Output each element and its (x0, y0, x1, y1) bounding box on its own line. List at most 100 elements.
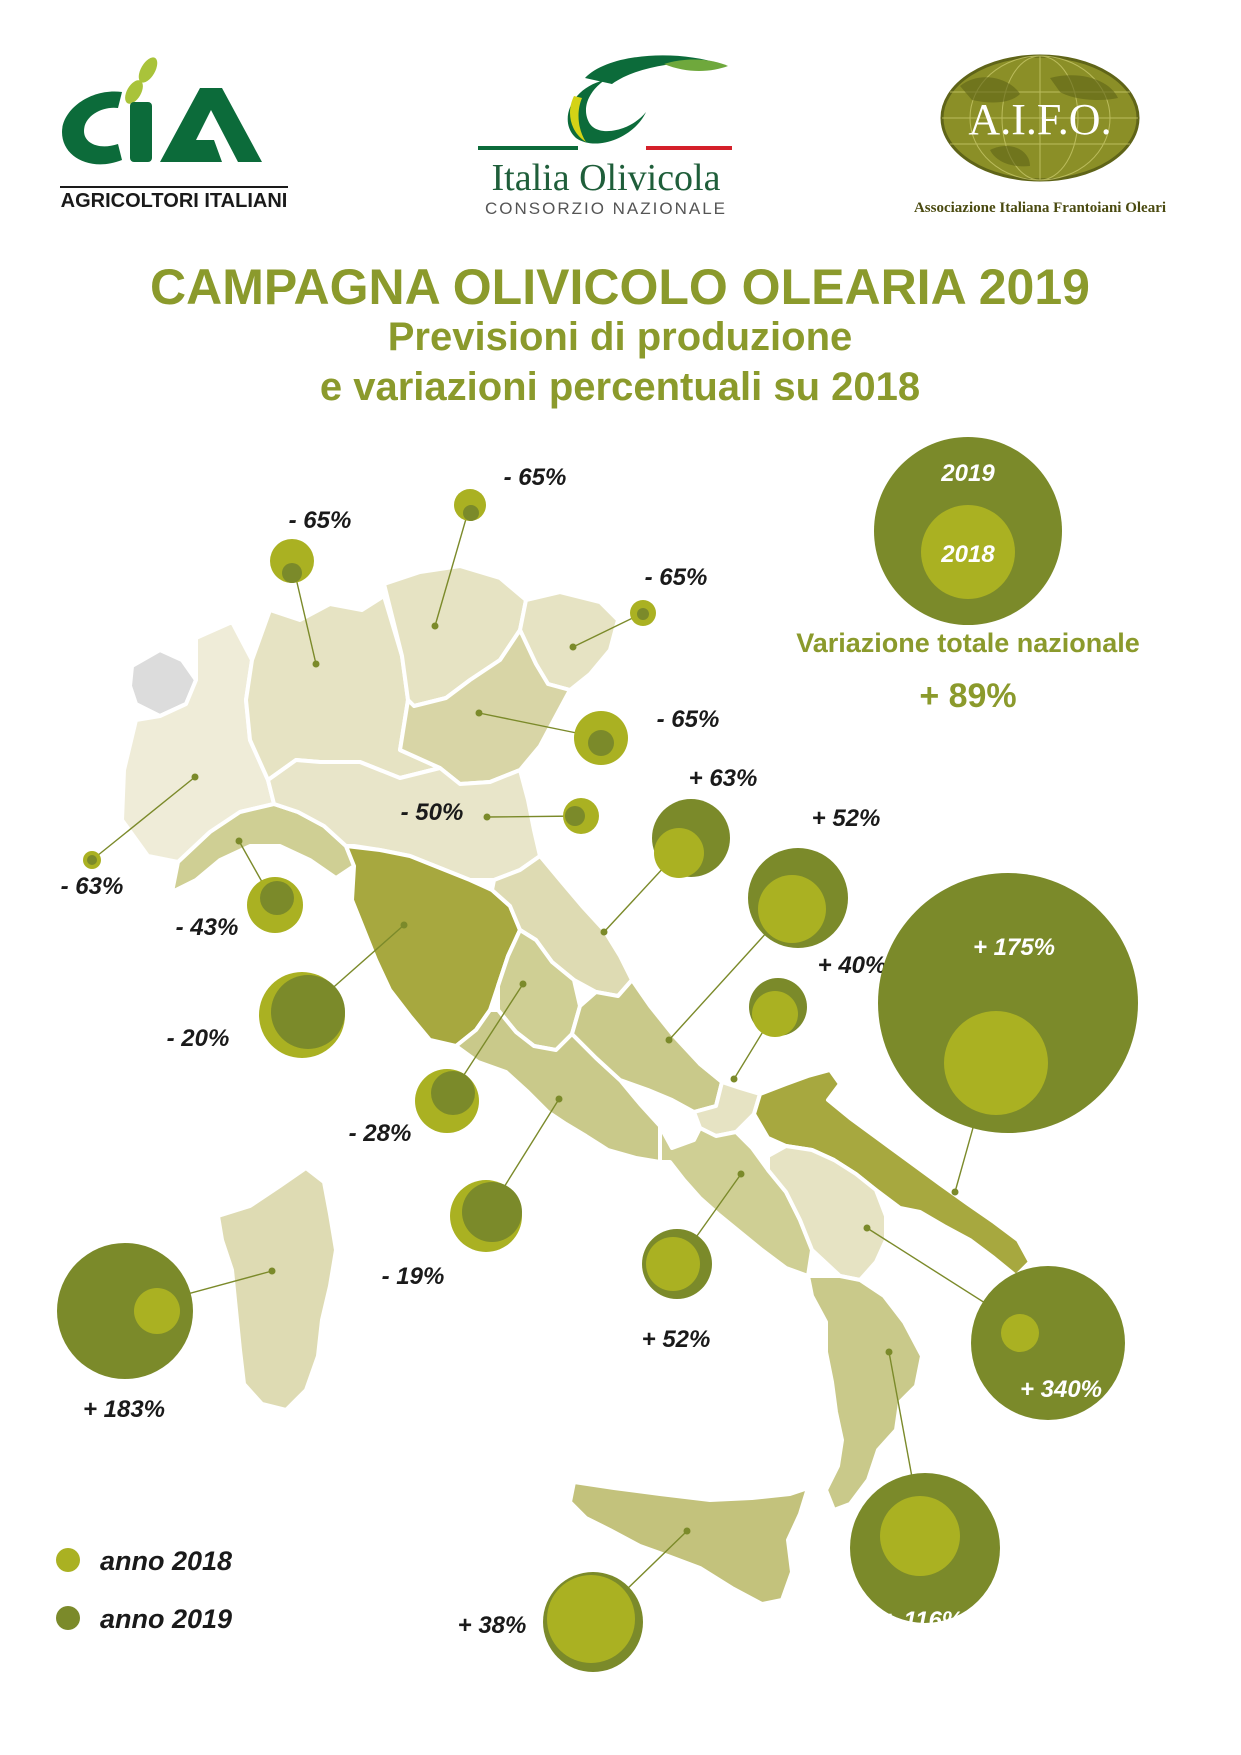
region-anchor-dot-emilia-romagna (483, 813, 491, 821)
pct-label-trentino-alto-adige: - 65% (504, 464, 567, 491)
bubble-2018-abruzzo (758, 875, 826, 943)
bubble-lazio (450, 1180, 522, 1252)
page-title: CAMPAGNA OLIVICOLO OLEARIA 2019 (150, 259, 1090, 315)
bubble-2018-puglia (944, 1011, 1048, 1115)
region-anchor-dot-sicilia (683, 1527, 691, 1535)
pct-label-sicilia: + 38% (458, 1612, 527, 1639)
bubble-2018-sardegna (134, 1288, 180, 1334)
bubble-2018-calabria (880, 1496, 960, 1576)
region-anchor-dot-basilicata (863, 1224, 871, 1232)
region-anchor-dot-veneto (475, 709, 483, 717)
bubble-2019-piemonte (87, 855, 97, 865)
bubble-2018-sicilia (547, 1575, 635, 1663)
bubble-2018-marche (654, 828, 704, 878)
bubble-2019-friuli-venezia-giulia (637, 608, 649, 620)
italia-olivicola-name: Italia Olivicola (492, 157, 721, 199)
key-label-2019: 2019 (940, 460, 995, 487)
pct-label-liguria: - 43% (176, 914, 239, 941)
region-anchor-dot-piemonte (191, 773, 199, 781)
region-anchor-dot-calabria (885, 1348, 893, 1356)
pct-label-lombardia: - 65% (289, 507, 352, 534)
bubble-veneto (574, 711, 628, 765)
bubble-2019-umbria (431, 1071, 475, 1115)
bubble-2018-molise (752, 991, 798, 1037)
pct-label-emilia-romagna: - 50% (401, 799, 464, 826)
pct-label-calabria: + 116% (883, 1607, 963, 1634)
bubble-2019-veneto (588, 730, 614, 756)
bubble-toscana (259, 972, 345, 1058)
region-sardegna (216, 1166, 338, 1412)
pct-label-basilicata: + 340% (1020, 1376, 1102, 1403)
page-subtitle-line1: Previsioni di produzione (388, 315, 853, 359)
page-subtitle-line2: e variazioni percentuali su 2018 (320, 365, 920, 409)
bubble-2018-campania (646, 1237, 700, 1291)
region-bubbles: - 65% - 65% - 65% - 65% - 50% - 63% - 43% - 20%… (57, 464, 1138, 1672)
bubble-calabria (850, 1473, 1000, 1623)
bubble-basilicata (971, 1266, 1125, 1420)
bubble-liguria (247, 877, 303, 933)
legend-swatch-2019 (56, 1606, 80, 1630)
bubble-2019-toscana (271, 975, 345, 1049)
region-sicilia (568, 1480, 810, 1606)
pct-label-toscana: - 20% (167, 1025, 230, 1052)
legend-label-2019: anno 2019 (100, 1604, 232, 1634)
legend-swatch-2018 (56, 1548, 80, 1572)
region-anchor-dot-umbria (519, 980, 527, 988)
cia-logo-mark (62, 57, 262, 165)
bubble-2019-lazio (462, 1182, 522, 1242)
region-liguria (170, 802, 356, 894)
region-anchor-dot-abruzzo (665, 1036, 673, 1044)
region-anchor-dot-sardegna (268, 1267, 276, 1275)
size-key: 2019 2018 (874, 437, 1062, 625)
region-anchor-dot-molise (730, 1075, 738, 1083)
region-anchor-dot-lombardia (312, 660, 320, 668)
pct-label-molise: + 40% (818, 952, 887, 979)
national-variation: Variazione totale nazionale + 89% (796, 628, 1140, 715)
pct-label-umbria: - 28% (349, 1120, 412, 1147)
bubble-2019-trentino-alto-adige (463, 505, 479, 521)
key-label-2018: 2018 (940, 541, 995, 568)
legend: anno 2018 anno 2019 (56, 1546, 232, 1634)
bubble-2019-puglia (878, 873, 1138, 1133)
cia-logo-caption: AGRICOLTORI ITALIANI (61, 190, 288, 212)
bubble-2018-lombardia (270, 539, 314, 583)
national-variation-label: Variazione totale nazionale (796, 628, 1140, 658)
bubble-2018-basilicata (1001, 1314, 1039, 1352)
pct-label-campania: + 52% (642, 1326, 711, 1353)
region-anchor-dot-puglia (951, 1188, 959, 1196)
bubble-emilia-romagna (563, 798, 599, 834)
bubble-2019-lombardia (282, 563, 302, 583)
region-calabria (806, 1274, 924, 1512)
bubble-sicilia (543, 1572, 643, 1672)
pct-label-friuli-venezia-giulia: - 65% (645, 564, 708, 591)
bubble-2019-emilia-romagna (565, 806, 585, 826)
region-anchor-dot-marche (600, 928, 608, 936)
bubble-piemonte (83, 851, 101, 869)
italia-olivicola-logo: Italia Olivicola CONSORZIO NAZIONALE (478, 55, 732, 218)
bubble-lombardia (270, 539, 314, 583)
region-anchor-dot-trentino-alto-adige (431, 622, 439, 630)
pct-label-marche: + 63% (689, 765, 758, 792)
italy-map (120, 564, 1032, 1606)
pct-label-veneto: - 65% (657, 706, 720, 733)
bubble-molise (749, 978, 807, 1037)
bubble-2019-sardegna (57, 1243, 193, 1379)
region-anchor-dot-toscana (400, 921, 408, 929)
pct-label-abruzzo: + 52% (812, 805, 881, 832)
aifo-logo: A.I.F.O. Associazione Italiana Frantoian… (914, 54, 1166, 216)
bubble-2019-basilicata (971, 1266, 1125, 1420)
bubble-trentino-alto-adige (454, 489, 486, 521)
region-anchor-dot-liguria (235, 837, 243, 845)
bubble-sardegna (57, 1243, 193, 1379)
region-basilicata (766, 1144, 888, 1282)
pct-label-puglia: + 175% (973, 934, 1055, 961)
bubble-marche (652, 799, 730, 878)
bubble-puglia (878, 873, 1138, 1133)
legend-label-2018: anno 2018 (100, 1546, 232, 1576)
aifo-logo-caption: Associazione Italiana Frantoiani Oleari (914, 200, 1166, 216)
aifo-logo-mark: A.I.F.O. (968, 95, 1111, 144)
leader-line-trentino-alto-adige (434, 504, 471, 627)
cia-logo: AGRICOLTORI ITALIANI (60, 57, 288, 212)
key-circle-2018 (921, 505, 1015, 599)
